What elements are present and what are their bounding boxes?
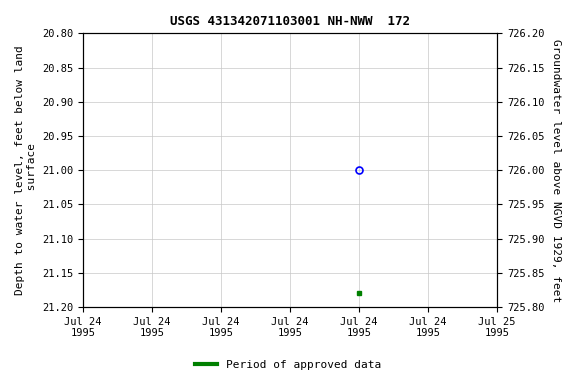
Y-axis label: Depth to water level, feet below land
 surface: Depth to water level, feet below land su… <box>15 45 37 295</box>
Title: USGS 431342071103001 NH-NWW  172: USGS 431342071103001 NH-NWW 172 <box>170 15 410 28</box>
Legend: Period of approved data: Period of approved data <box>191 356 385 375</box>
Y-axis label: Groundwater level above NGVD 1929, feet: Groundwater level above NGVD 1929, feet <box>551 38 561 302</box>
